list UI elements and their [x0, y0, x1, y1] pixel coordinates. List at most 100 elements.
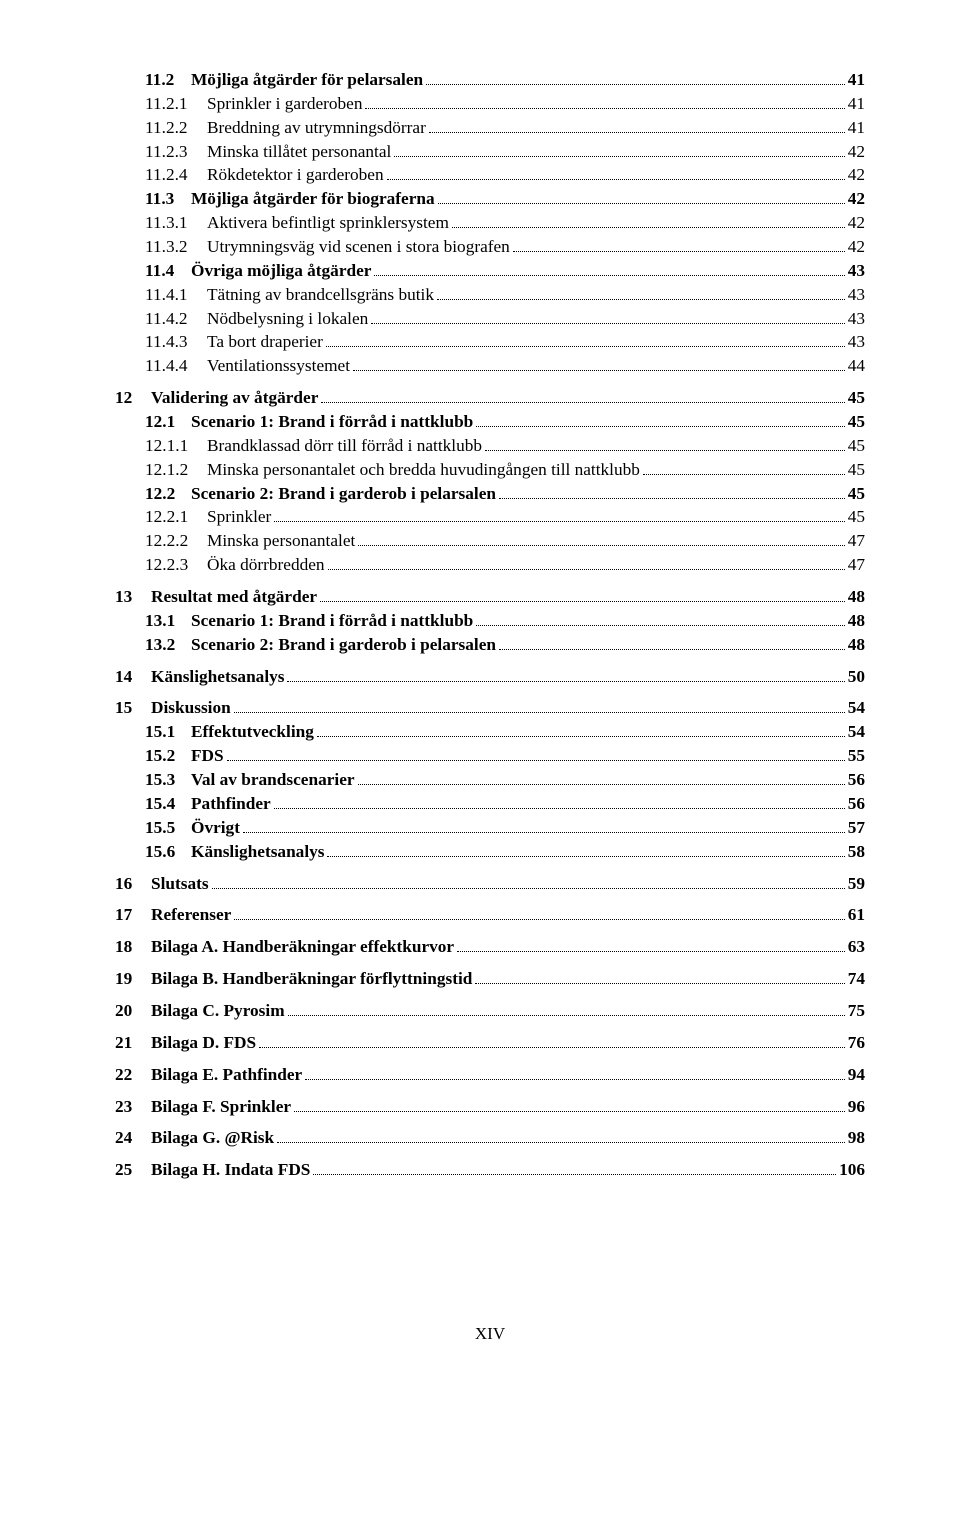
- toc-entry-number: 12: [115, 386, 151, 410]
- toc-entry-title: Validering av åtgärder: [151, 386, 318, 410]
- toc-entry-number: 11.2.4: [145, 163, 207, 187]
- toc-entry-title: Minska personantalet: [207, 529, 355, 553]
- toc-entry-number: 17: [115, 903, 151, 927]
- toc-entry-page: 47: [848, 553, 865, 577]
- toc-entry: 16Slutsats59: [115, 872, 865, 896]
- toc-entry-title: Scenario 1: Brand i förråd i nattklubb: [191, 410, 473, 434]
- toc-entry-page: 75: [848, 999, 865, 1023]
- toc-entry-title: Känslighetsanalys: [191, 840, 324, 864]
- toc-entry-number: 12.1: [145, 410, 191, 434]
- toc-leader-dots: [259, 1047, 845, 1048]
- toc-leader-dots: [426, 84, 845, 85]
- toc-entry-title: Utrymningsväg vid scenen i stora biograf…: [207, 235, 510, 259]
- toc-leader-dots: [274, 808, 845, 809]
- toc-leader-dots: [438, 203, 845, 204]
- toc-entry: 12.2Scenario 2: Brand i garderob i pelar…: [115, 482, 865, 506]
- toc-entry-page: 61: [848, 903, 865, 927]
- toc-entry-title: Öka dörrbredden: [207, 553, 325, 577]
- table-of-contents: 11.2Möjliga åtgärder för pelarsalen4111.…: [115, 68, 865, 1182]
- toc-entry: 11.2.3Minska tillåtet personantal42: [115, 140, 865, 164]
- toc-leader-dots: [227, 760, 845, 761]
- toc-entry-page: 45: [848, 410, 865, 434]
- toc-entry: 12.1.1Brandklassad dörr till förråd i na…: [115, 434, 865, 458]
- toc-leader-dots: [317, 736, 845, 737]
- toc-entry-title: Diskussion: [151, 696, 231, 720]
- toc-entry-page: 54: [848, 696, 865, 720]
- toc-entry: 11.3.2Utrymningsväg vid scenen i stora b…: [115, 235, 865, 259]
- toc-entry-title: Scenario 2: Brand i garderob i pelarsale…: [191, 482, 496, 506]
- toc-entry-title: Scenario 2: Brand i garderob i pelarsale…: [191, 633, 496, 657]
- toc-leader-dots: [365, 108, 844, 109]
- toc-entry-page: 47: [848, 529, 865, 553]
- toc-entry: 11.2Möjliga åtgärder för pelarsalen41: [115, 68, 865, 92]
- toc-leader-dots: [358, 784, 845, 785]
- toc-entry-number: 15: [115, 696, 151, 720]
- toc-leader-dots: [499, 649, 845, 650]
- toc-entry: 13Resultat med åtgärder48: [115, 585, 865, 609]
- toc-entry-page: 55: [848, 744, 865, 768]
- toc-entry-title: Pathfinder: [191, 792, 271, 816]
- toc-entry: 11.4.3Ta bort draperier43: [115, 330, 865, 354]
- toc-entry: 12.2.3Öka dörrbredden47: [115, 553, 865, 577]
- toc-entry-title: Val av brandscenarier: [191, 768, 355, 792]
- toc-entry-page: 76: [848, 1031, 865, 1055]
- toc-leader-dots: [394, 156, 844, 157]
- toc-entry-number: 15.6: [145, 840, 191, 864]
- toc-entry-page: 57: [848, 816, 865, 840]
- toc-entry-title: Möjliga åtgärder för biograferna: [191, 187, 435, 211]
- toc-leader-dots: [457, 951, 845, 952]
- toc-entry-title: Bilaga F. Sprinkler: [151, 1095, 291, 1119]
- toc-entry: 15.4Pathfinder56: [115, 792, 865, 816]
- toc-entry-page: 96: [848, 1095, 865, 1119]
- toc-entry-page: 48: [848, 633, 865, 657]
- toc-leader-dots: [476, 625, 844, 626]
- toc-leader-dots: [212, 888, 845, 889]
- toc-leader-dots: [277, 1142, 845, 1143]
- toc-entry-number: 11.3.1: [145, 211, 207, 235]
- toc-entry-number: 11.2.1: [145, 92, 207, 116]
- toc-leader-dots: [243, 832, 845, 833]
- toc-entry-page: 42: [848, 163, 865, 187]
- toc-entry-title: Minska personantalet och bredda huvuding…: [207, 458, 640, 482]
- toc-entry-number: 11.3: [145, 187, 191, 211]
- toc-leader-dots: [320, 601, 845, 602]
- toc-leader-dots: [499, 498, 845, 499]
- toc-entry-title: Minska tillåtet personantal: [207, 140, 391, 164]
- toc-entry: 11.4.4Ventilationssystemet44: [115, 354, 865, 378]
- toc-leader-dots: [305, 1079, 844, 1080]
- toc-entry-page: 45: [848, 482, 865, 506]
- toc-entry-page: 45: [848, 434, 865, 458]
- toc-leader-dots: [288, 1015, 845, 1016]
- toc-leader-dots: [371, 323, 844, 324]
- toc-entry-number: 11.3.2: [145, 235, 207, 259]
- toc-entry: 11.3Möjliga åtgärder för biograferna 42: [115, 187, 865, 211]
- toc-entry: 11.4Övriga möjliga åtgärder43: [115, 259, 865, 283]
- toc-entry-number: 15.1: [145, 720, 191, 744]
- toc-entry-number: 11.4.1: [145, 283, 207, 307]
- toc-entry-number: 18: [115, 935, 151, 959]
- toc-entry-page: 42: [848, 140, 865, 164]
- toc-entry-number: 16: [115, 872, 151, 896]
- toc-entry: 11.2.4Rökdetektor i garderoben42: [115, 163, 865, 187]
- toc-entry-title: Sprinkler: [207, 505, 271, 529]
- toc-entry-number: 24: [115, 1126, 151, 1150]
- toc-entry-title: Bilaga G. @Risk: [151, 1126, 274, 1150]
- toc-entry-page: 42: [848, 187, 865, 211]
- toc-entry-title: Bilaga C. Pyrosim: [151, 999, 285, 1023]
- toc-entry: 11.3.1Aktivera befintligt sprinklersyste…: [115, 211, 865, 235]
- toc-entry-number: 14: [115, 665, 151, 689]
- page: 11.2Möjliga åtgärder för pelarsalen4111.…: [0, 0, 960, 1384]
- toc-entry-page: 44: [848, 354, 865, 378]
- toc-entry-page: 42: [848, 211, 865, 235]
- toc-leader-dots: [485, 450, 845, 451]
- toc-leader-dots: [313, 1174, 836, 1175]
- toc-entry-title: Nödbelysning i lokalen: [207, 307, 368, 331]
- toc-entry: 15.1Effektutveckling54: [115, 720, 865, 744]
- toc-entry-page: 94: [848, 1063, 865, 1087]
- toc-entry-page: 45: [848, 386, 865, 410]
- toc-entry-number: 23: [115, 1095, 151, 1119]
- toc-entry: 19Bilaga B. Handberäkningar förflyttning…: [115, 967, 865, 991]
- toc-leader-dots: [274, 521, 844, 522]
- toc-entry-number: 15.5: [145, 816, 191, 840]
- toc-entry: 12.1Scenario 1: Brand i förråd i nattklu…: [115, 410, 865, 434]
